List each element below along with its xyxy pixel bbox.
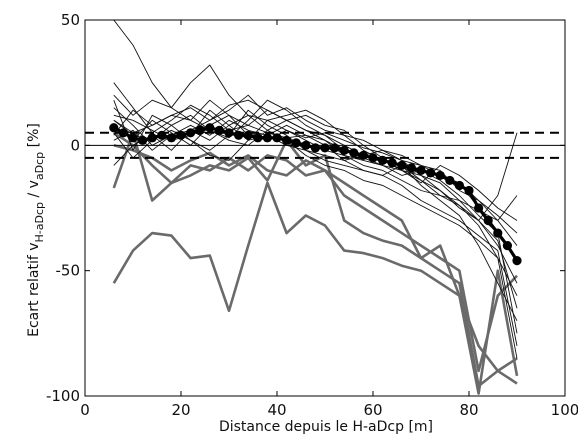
y-tick-label: -100 (46, 387, 80, 405)
mean-point (186, 128, 196, 138)
x-tick-label: 100 (551, 401, 578, 419)
thin-series-line-1 (113, 20, 518, 284)
mean-point (474, 203, 484, 213)
y-axis-label-mid: / v (26, 180, 42, 202)
mean-point (454, 180, 464, 191)
mean-point (224, 128, 234, 138)
x-tick-label: 40 (267, 401, 286, 419)
mean-point (301, 140, 311, 150)
mean-point (310, 143, 320, 153)
x-tick-label: 0 (80, 401, 90, 419)
mean-point (512, 256, 522, 266)
tick-group: 0 20 40 60 80 100 -100 -50 0 50 (46, 11, 578, 419)
y-tick-label: 50 (61, 11, 80, 29)
mean-point (349, 148, 359, 158)
mean-point (128, 133, 138, 143)
x-tick-label: 80 (459, 401, 478, 419)
mean-point (464, 185, 474, 196)
plot-background (85, 20, 565, 396)
axes-frame (84, 19, 566, 397)
mean-point (397, 160, 407, 170)
mean-point (387, 158, 397, 168)
mean-point (493, 228, 503, 238)
y-axis-label-suffix: [%] (26, 123, 42, 152)
mean-point (435, 170, 445, 181)
gray-series-line-4 (113, 144, 519, 395)
mean-point (205, 123, 215, 133)
axes-box (84, 19, 566, 397)
gray-series-line-2 (112, 131, 518, 373)
mean-point (483, 215, 493, 226)
mean-point (445, 175, 455, 186)
mean-point (234, 130, 244, 140)
mean-point (416, 165, 426, 175)
thin-series-group (113, 20, 518, 359)
x-axis-label: Distance depuis le H-aDcp [m] (219, 419, 433, 435)
x-tick-label: 60 (363, 401, 382, 419)
y-tick-label: -50 (56, 262, 81, 280)
thin-series-line-8 (113, 119, 518, 221)
mean-point (214, 125, 224, 135)
y-tick-label: 0 (70, 136, 80, 154)
mean-point (330, 143, 340, 153)
x-tick-label: 20 (171, 401, 190, 419)
mean-point (378, 155, 388, 165)
mean-point (195, 125, 205, 135)
mean-point (109, 123, 119, 133)
thin-series-line-11 (113, 109, 518, 359)
mean-point (147, 133, 157, 143)
mean-point (368, 153, 378, 163)
mean-point (176, 130, 186, 140)
mean-point (272, 133, 282, 143)
plot-area (85, 20, 565, 396)
mean-point (320, 143, 330, 153)
y-axis-label: Ecart relatif vH-aDcp / vaDcp [%] (26, 123, 46, 337)
mean-series-group (109, 123, 522, 266)
y-axis-label-sub1: H-aDcp (33, 202, 46, 242)
mean-point (243, 130, 253, 140)
mean-point (253, 133, 263, 143)
mean-point (291, 138, 301, 148)
mean-point (358, 150, 368, 160)
mean-point (262, 133, 272, 143)
y-axis-label-prefix: Ecart relatif v (26, 242, 42, 336)
mean-point (502, 241, 512, 251)
gray-series-line-1 (112, 181, 518, 385)
mean-point (118, 128, 128, 138)
mean-point (157, 130, 167, 140)
mean-point (166, 133, 176, 143)
mean-point (138, 135, 148, 145)
mean-point (426, 168, 436, 178)
thin-series-line-7 (113, 82, 518, 334)
mean-point (282, 135, 292, 145)
y-axis-label-sub2: aDcp (33, 152, 46, 180)
mean-point (339, 145, 349, 155)
mean-point (406, 163, 416, 173)
